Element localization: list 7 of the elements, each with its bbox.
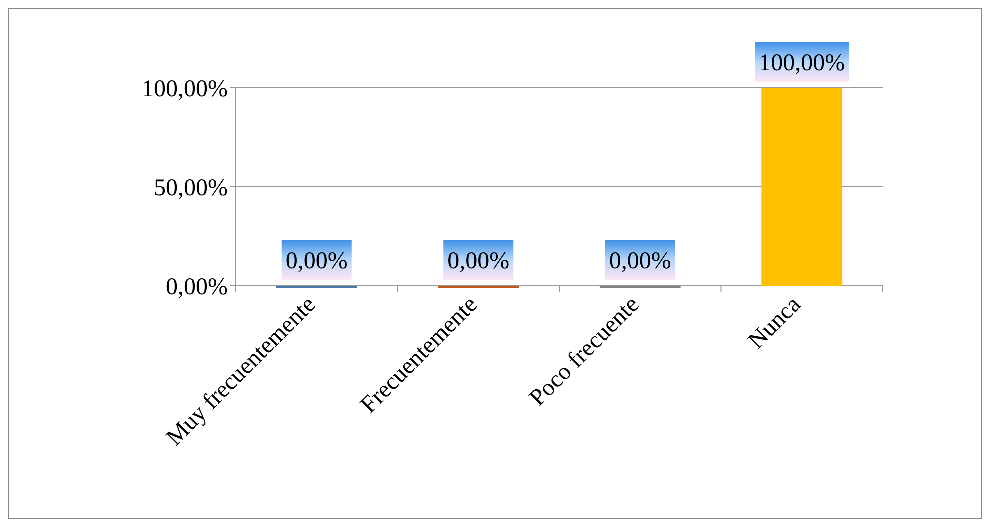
- y-tick-label: 0,00%: [166, 274, 228, 300]
- data-label: 0,00%: [286, 248, 348, 274]
- data-label: 0,00%: [609, 248, 672, 274]
- data-label: 100,00%: [759, 50, 846, 76]
- data-label: 0,00%: [448, 248, 510, 274]
- y-tick-label: 100,00%: [142, 76, 228, 102]
- y-tick-label: 50,00%: [154, 175, 228, 202]
